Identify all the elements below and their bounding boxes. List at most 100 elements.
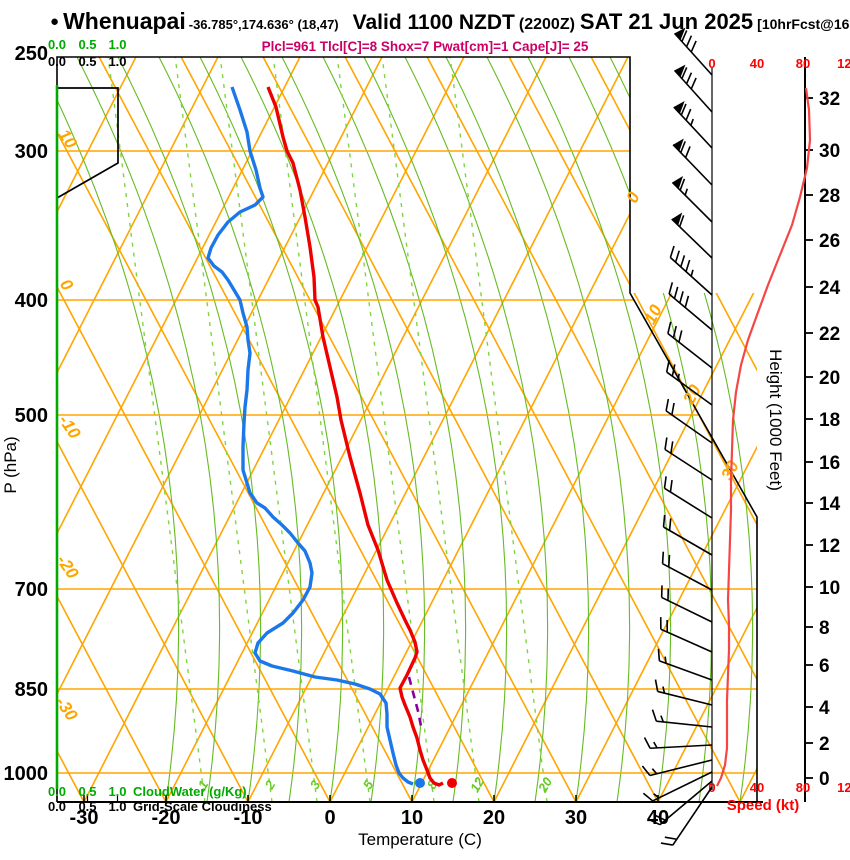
isotherm-label: 0	[622, 188, 643, 206]
cloud-scale-value: 1.0	[108, 54, 126, 69]
wind-barb	[660, 786, 713, 846]
moist-adiabat-line	[158, 57, 303, 802]
wind-barb-full	[674, 250, 680, 263]
mixing-ratio-line	[336, 57, 435, 802]
wind-barb-full	[668, 518, 672, 531]
wind-barb-full	[664, 437, 668, 450]
wind-barb-half	[684, 188, 689, 196]
wind-barb	[651, 709, 713, 728]
speed-tick-label: 40	[750, 56, 764, 71]
wind-barb-full	[663, 476, 667, 489]
wind-barb	[661, 551, 713, 591]
wind-barb-half	[664, 656, 667, 664]
wind-barb-pennant	[672, 176, 684, 189]
cloudiness-axis-title: Grid-Scale Cloudiness	[133, 799, 272, 814]
wind-barb-full	[678, 330, 683, 343]
wind-barb-full	[673, 286, 679, 299]
isotherm-line	[575, 57, 757, 802]
wind-barb-full	[643, 737, 651, 749]
isotherm-line	[165, 57, 547, 802]
wind-barb-staff	[667, 332, 713, 369]
wind-barb-staff	[652, 771, 713, 802]
height-tick-label: 4	[819, 698, 830, 719]
wind-barb	[669, 245, 713, 296]
wind-barb-full	[679, 178, 686, 191]
moist-adiabat-line	[57, 57, 180, 802]
wind-barb-full	[665, 398, 670, 412]
wind-barb-full	[662, 514, 666, 528]
mixing-ratio-line	[219, 57, 318, 802]
height-tick-label: 16	[819, 453, 840, 474]
wind-barb-full	[665, 360, 670, 373]
height-tick-label: 12	[819, 536, 840, 557]
wind-barb	[660, 585, 713, 623]
wind-barb-full	[679, 141, 686, 153]
moist-adiabat-line	[76, 57, 221, 802]
mixing-ratio-line	[381, 57, 480, 802]
wind-barb-staff	[649, 759, 713, 777]
moist-adiabat-line	[404, 57, 549, 802]
wind-barb-full	[667, 588, 670, 601]
wind-barb-staff	[671, 218, 713, 259]
wind-barb-pennant	[674, 27, 686, 41]
pressure-tick-label: 400	[15, 290, 48, 312]
wind-barb-full	[666, 619, 669, 633]
wind-barb-full	[669, 245, 675, 258]
moist-adiabat-line	[199, 57, 344, 802]
station-name: Whenuapai	[63, 8, 186, 34]
cloud-scale-value: 1.0	[108, 784, 126, 799]
wind-barb	[665, 360, 713, 406]
temperature-curve	[266, 86, 444, 787]
height-tick-label: 20	[819, 368, 840, 389]
station-coords: -36.785°,174.636° (18,47)	[188, 17, 339, 32]
wind-barb-full	[654, 679, 659, 692]
wind-barb	[673, 101, 713, 149]
pressure-tick-label: 250	[15, 43, 48, 65]
wind-barb-staff	[660, 628, 713, 653]
wind-barb-staff	[662, 563, 713, 591]
dry-adiabat-line	[262, 57, 659, 802]
temp-tick-label: -20	[152, 807, 181, 829]
wind-barb-full	[671, 364, 676, 377]
wind-barb-staff	[666, 371, 713, 406]
wind-barb-staff	[665, 410, 713, 444]
wind-barb	[657, 648, 713, 681]
temp-tick-label: -10	[234, 807, 263, 829]
wind-barb-half	[660, 715, 665, 723]
surface-temperature-dot	[447, 778, 457, 788]
wind-barb	[663, 476, 713, 519]
wind-barb-full	[667, 554, 671, 568]
wind-barb	[662, 514, 713, 556]
isotherm-line	[657, 57, 757, 802]
wind-barb-full	[681, 30, 688, 42]
wind-barb-full	[685, 72, 693, 85]
cloud-scale-value: 0.5	[78, 37, 96, 52]
height-tick-label: 8	[819, 618, 830, 639]
wind-barb-staff	[659, 660, 713, 681]
wind-barb-staff	[663, 526, 713, 556]
wind-barb-full	[660, 842, 673, 846]
mixing-ratio-label: 20	[534, 774, 555, 796]
wind-barb-full	[669, 479, 673, 493]
wind-barb-pennant	[673, 101, 685, 114]
wind-barb-staff	[650, 744, 713, 750]
cloudwater-axis-title: CloudWater (g/Kg)	[133, 784, 247, 799]
wind-barb	[642, 771, 713, 802]
height-tick-label: 10	[819, 578, 840, 599]
moist-adiabat-line	[527, 57, 672, 802]
moist-adiabat-line	[240, 57, 385, 802]
height-tick-label: 32	[819, 89, 840, 110]
wind-barb-full	[671, 402, 675, 416]
parcel-path-dashed	[407, 676, 423, 727]
cloud-scale-value: 0.0	[48, 37, 66, 52]
speed-axis-title: Speed (kt)	[727, 797, 800, 814]
station-bullet-icon: ●	[50, 13, 60, 30]
valid-time: Valid 1100 NZDT	[352, 11, 515, 34]
temp-tick-label: 20	[483, 807, 505, 829]
temp-tick-label: 30	[565, 807, 587, 829]
moist-adiabat-line	[322, 57, 467, 802]
stability-indices-line: Plcl=961 Tlcl[C]=8 Shox=7 Pwat[cm]=1 Cap…	[261, 39, 589, 54]
height-tick-label: 18	[819, 410, 840, 431]
wind-barb-full	[660, 585, 663, 598]
wind-barb-full	[664, 836, 677, 841]
